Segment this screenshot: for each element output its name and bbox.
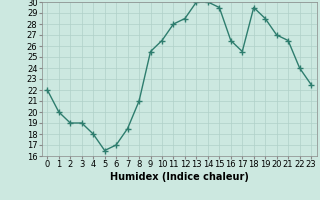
X-axis label: Humidex (Indice chaleur): Humidex (Indice chaleur) bbox=[110, 172, 249, 182]
